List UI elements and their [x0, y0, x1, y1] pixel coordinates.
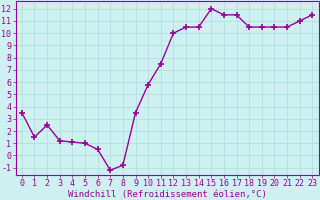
- X-axis label: Windchill (Refroidissement éolien,°C): Windchill (Refroidissement éolien,°C): [68, 190, 267, 199]
